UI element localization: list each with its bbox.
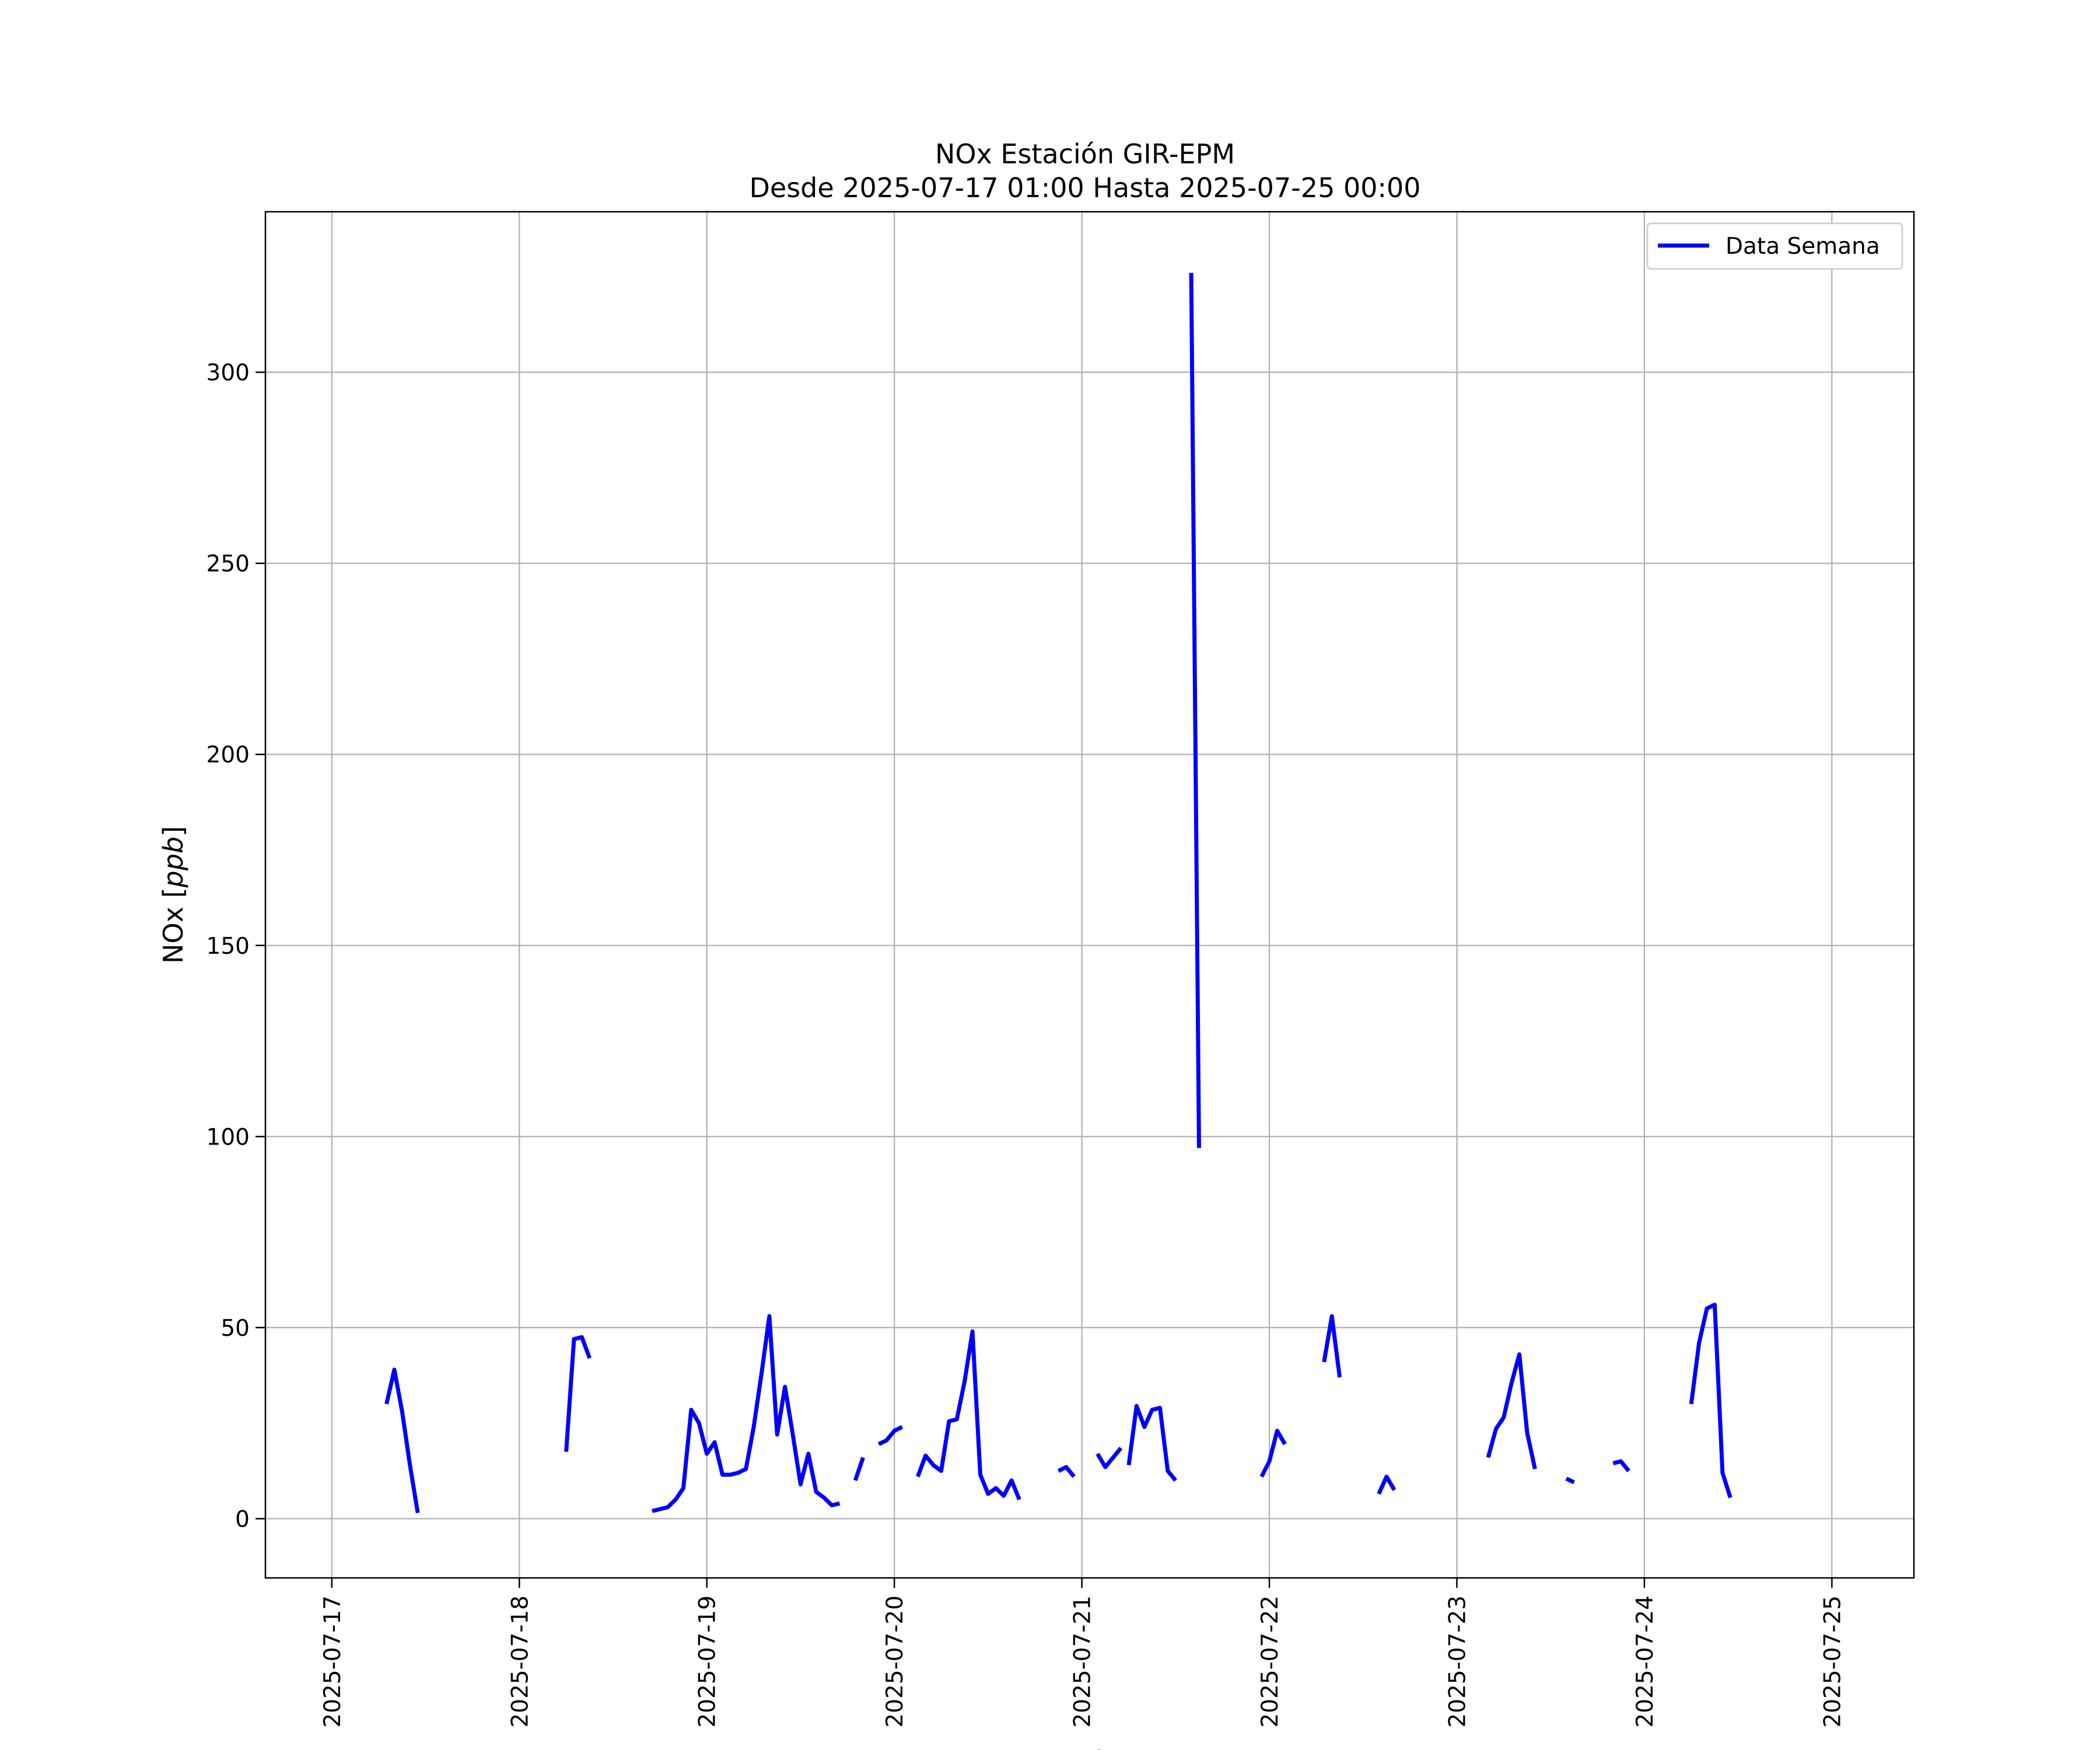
x-tick-label: 2025-07-18 <box>507 1595 533 1728</box>
series-line-segment <box>916 1329 1021 1501</box>
x-axis-ticks: 2025-07-17 2025-07-18 2025-07-19 2025-07-20… <box>320 1578 1846 1728</box>
series-line-segment <box>1189 272 1201 1149</box>
series-line-segment <box>1377 1474 1396 1495</box>
chart-subtitle: Desde 2025-07-17 01:00 Hasta 2025-07-25 … <box>749 172 1420 204</box>
x-tick-label: 2025-07-24 <box>1632 1595 1658 1728</box>
y-tick-label: 150 <box>206 933 250 960</box>
y-axis-label-unit: ppb <box>158 836 189 888</box>
y-axis-label-prefix: NOx [ <box>158 888 189 964</box>
series-line-segment <box>1057 1465 1076 1478</box>
y-tick-label: 300 <box>206 360 250 386</box>
series-line-segment <box>1612 1459 1630 1472</box>
x-tick-label: 2025-07-19 <box>695 1595 721 1728</box>
x-tick-label: 2025-07-21 <box>1070 1595 1096 1728</box>
x-tick-label: 2025-07-25 <box>1819 1595 1846 1728</box>
series-line-segment <box>1486 1352 1537 1470</box>
series-line-segment <box>1565 1476 1575 1485</box>
y-tick-label: 200 <box>206 742 250 768</box>
series-line-segment <box>1126 1404 1178 1482</box>
grid <box>265 212 1914 1578</box>
legend: Data Semana <box>1646 222 1903 270</box>
y-tick-label: 100 <box>206 1124 250 1150</box>
x-axis-label: Fecha <box>1051 1745 1129 1750</box>
series-line-segment <box>652 1314 841 1513</box>
series-line-segment <box>853 1457 865 1482</box>
y-tick-label: 50 <box>220 1315 250 1342</box>
y-tick-label: 0 <box>235 1506 250 1532</box>
y-axis-ticks: 0 50 100 150 200 250 300 <box>206 360 265 1532</box>
series-line-segment <box>1259 1429 1287 1478</box>
series-line-segment <box>384 1367 420 1514</box>
x-tick-label: 2025-07-23 <box>1444 1595 1471 1728</box>
legend-entry: Data Semana <box>1726 233 1880 260</box>
x-tick-label: 2025-07-20 <box>882 1595 908 1728</box>
y-axis-label-suffix: ] <box>158 826 189 836</box>
series-line-segment <box>1096 1447 1123 1469</box>
chart-title: NOx Estación GIR-EPM <box>935 138 1235 170</box>
series-line-segment <box>564 1335 592 1452</box>
series-data-semana <box>384 272 1732 1514</box>
legend-box <box>1646 222 1903 270</box>
plot-area-frame <box>264 211 1915 1579</box>
series-line-segment <box>1322 1314 1342 1378</box>
series-line-segment <box>1689 1303 1732 1499</box>
y-axis-label: NOx [ppb] <box>158 826 189 964</box>
series-line-segment <box>877 1425 904 1446</box>
x-tick-label: 2025-07-22 <box>1257 1595 1283 1728</box>
y-tick-label: 250 <box>206 551 250 578</box>
x-tick-label: 2025-07-17 <box>320 1595 346 1728</box>
